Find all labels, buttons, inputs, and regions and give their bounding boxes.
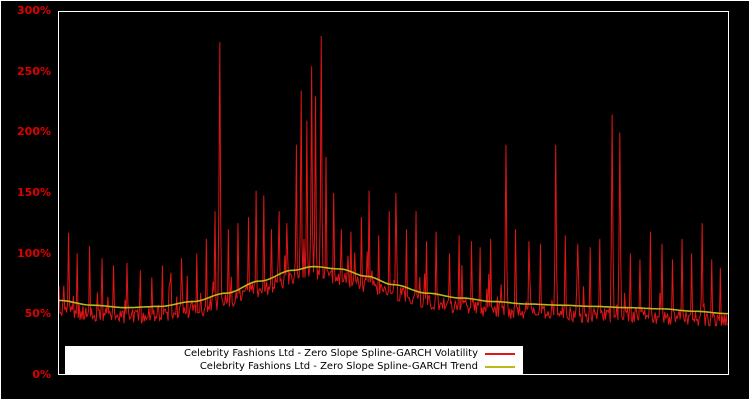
volatility-series-line — [59, 36, 728, 327]
chart-canvas — [59, 36, 728, 327]
y-axis-tick-label: 0% — [32, 368, 51, 381]
y-axis-tick-label: 200% — [17, 125, 51, 139]
y-axis-tick-label: 100% — [17, 246, 51, 260]
y-axis-tick-label: 50% — [24, 307, 51, 321]
legend-label-volatility: Celebrity Fashions Ltd - Zero Slope Spli… — [184, 348, 478, 359]
legend-item-trend: Celebrity Fashions Ltd - Zero Slope Spli… — [73, 360, 515, 373]
y-axis-tick-label: 250% — [17, 64, 51, 78]
legend-label-trend: Celebrity Fashions Ltd - Zero Slope Spli… — [199, 361, 478, 372]
y-axis: 0% 50% 100% 150% 200% 250% 300% — [1, 1, 54, 399]
trend-series-line — [59, 265, 728, 315]
y-axis-tick-label: 300% — [17, 4, 51, 17]
trend-line-swatch — [485, 365, 515, 368]
legend-item-volatility: Celebrity Fashions Ltd - Zero Slope Spli… — [73, 347, 515, 360]
chart-plot-area — [58, 11, 729, 375]
legend: Celebrity Fashions Ltd - Zero Slope Spli… — [65, 346, 523, 375]
volatility-line-swatch — [485, 352, 515, 355]
y-axis-tick-label: 150% — [17, 186, 51, 199]
